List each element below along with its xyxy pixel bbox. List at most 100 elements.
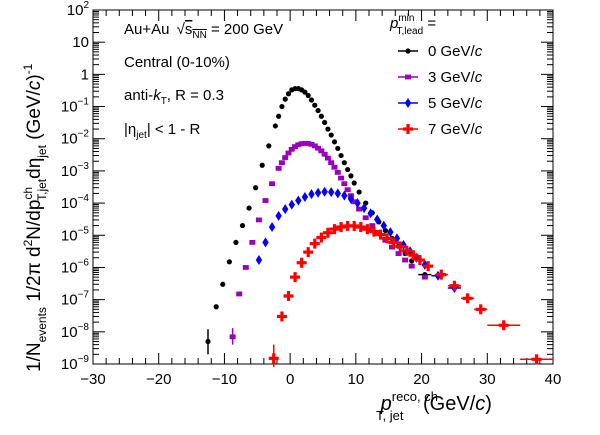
data-point <box>282 155 289 160</box>
data-point <box>259 162 265 168</box>
data-point <box>318 113 324 119</box>
data-point <box>375 229 386 240</box>
y-axis: 102 10 1 10−1 10−2 10−3 10−4 10−5 10−6 10−7 10−8 10… <box>61 0 553 373</box>
y-tick-label: 10−8 <box>61 322 90 341</box>
data-point <box>316 232 327 243</box>
data-point <box>387 227 394 238</box>
cross-v <box>405 245 409 256</box>
data-point <box>382 237 389 243</box>
data-point <box>408 263 415 269</box>
legend-entry-3: 7 GeV/c <box>398 121 483 138</box>
data-point <box>283 290 294 301</box>
sqrt-s: s <box>185 21 193 38</box>
data-point <box>334 188 341 199</box>
data-point <box>401 245 412 256</box>
data-point <box>229 334 236 340</box>
data-point <box>295 195 302 206</box>
data-point <box>305 92 311 99</box>
data-point <box>436 269 447 280</box>
y-tick-label: 10−1 <box>61 97 90 116</box>
cross-v <box>286 290 291 301</box>
annotation-eta-cut: |ηjet| < 1 - R <box>124 121 200 141</box>
plot-frame <box>92 9 554 365</box>
data-point <box>362 215 369 221</box>
data-point <box>324 155 331 161</box>
data-point <box>314 187 322 198</box>
cross-v <box>479 304 483 315</box>
data-point <box>236 291 243 297</box>
data-point <box>276 113 282 119</box>
sqrt-symbol: √ <box>177 21 186 38</box>
data-point <box>341 160 347 166</box>
data-point <box>462 293 473 304</box>
y-tick-label: 10−7 <box>61 290 90 309</box>
cross-v <box>346 220 350 231</box>
legend: pmin T,lead = 0 GeV/c 3 GeV/c 5 GeV/c 7 GeV/… <box>389 13 483 138</box>
x-tick-label: −30 <box>80 371 105 388</box>
data-point <box>362 224 373 235</box>
data-point <box>226 259 232 265</box>
x-tick-label: −20 <box>146 371 171 388</box>
data-point <box>348 173 354 179</box>
data-point <box>301 140 308 146</box>
data-point <box>355 222 366 233</box>
cross-v <box>465 293 470 304</box>
plot-border <box>92 9 554 365</box>
data-point <box>351 199 358 205</box>
y-tick-label: 10 <box>72 34 89 51</box>
data-point <box>356 189 362 195</box>
data-point <box>347 193 355 204</box>
y-tick-label: 10−6 <box>61 257 90 276</box>
data-point <box>253 185 259 191</box>
data-point <box>344 187 351 193</box>
data-point <box>349 220 360 231</box>
y-tick-label: 102 <box>67 0 90 19</box>
x-tick-label: 10 <box>348 371 365 388</box>
cross-v <box>306 247 310 258</box>
cross-v <box>319 232 323 243</box>
data-point <box>395 251 402 256</box>
cross-v <box>398 241 402 252</box>
legend-marker <box>403 124 413 134</box>
data-point <box>262 198 269 203</box>
cross-v <box>300 257 304 268</box>
data-point <box>275 210 282 221</box>
data-point <box>367 208 374 219</box>
legend-header: pmin T,lead = <box>389 13 436 37</box>
series-0 <box>205 86 432 355</box>
y-tick-label: 1 <box>81 66 89 83</box>
data-point <box>302 89 308 95</box>
data-point <box>279 103 285 110</box>
annotations: Au+Au √sNN = 200 GeV Central (0-10%) ant… <box>124 21 283 141</box>
cross-v <box>332 224 337 235</box>
data-point <box>288 146 295 152</box>
cross-v <box>418 255 422 266</box>
x-axis-title: preco, ch T, jet (GeV/c) <box>376 389 492 423</box>
legend-marker <box>404 98 412 108</box>
data-point <box>374 214 381 225</box>
data-point <box>328 132 334 138</box>
data-point <box>308 189 315 200</box>
legend-marker <box>405 74 411 80</box>
data-point <box>331 139 338 145</box>
data-point <box>369 223 376 228</box>
data-point <box>282 204 289 215</box>
data-point <box>321 151 328 157</box>
data-point <box>285 150 292 156</box>
data-point <box>338 175 345 181</box>
series-3 <box>268 220 553 368</box>
data-point <box>341 181 348 187</box>
data-point <box>301 191 309 202</box>
data-point <box>292 144 299 149</box>
data-point <box>220 281 226 287</box>
data-point <box>255 255 263 266</box>
cross-v <box>411 250 415 261</box>
cross-v <box>406 124 410 134</box>
data-point <box>331 164 338 170</box>
data-point <box>449 280 460 291</box>
y-axis-title: 1/Nevents 1/2π d2N/dpchT,jetdηjet (GeV/c… <box>21 63 49 372</box>
data-point <box>336 222 347 233</box>
data-point <box>315 145 322 151</box>
data-point <box>239 222 246 229</box>
